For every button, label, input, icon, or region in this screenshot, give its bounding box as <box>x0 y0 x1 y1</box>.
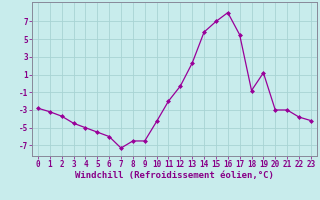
X-axis label: Windchill (Refroidissement éolien,°C): Windchill (Refroidissement éolien,°C) <box>75 171 274 180</box>
